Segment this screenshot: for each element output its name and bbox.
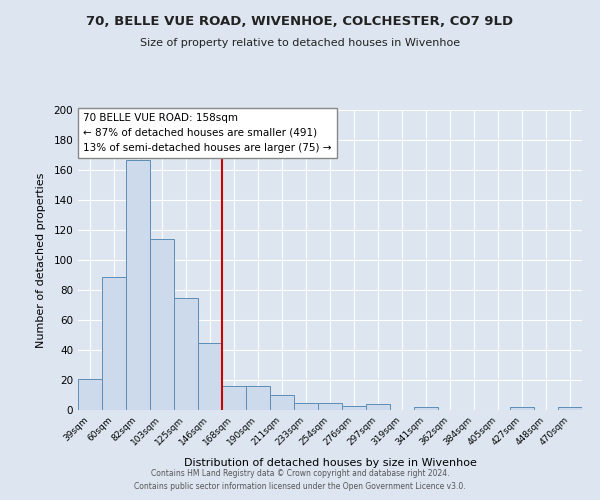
Bar (126, 160, 150, 410)
Bar (198, 342, 222, 410)
Bar (174, 298, 198, 410)
Text: Contains HM Land Registry data © Crown copyright and database right 2024.: Contains HM Land Registry data © Crown c… (151, 468, 449, 477)
Bar (102, 276, 126, 410)
Bar (414, 407, 438, 410)
Bar (270, 395, 294, 410)
Text: 70 BELLE VUE ROAD: 158sqm
← 87% of detached houses are smaller (491)
13% of semi: 70 BELLE VUE ROAD: 158sqm ← 87% of detac… (83, 113, 332, 152)
Bar (510, 407, 534, 410)
Bar (318, 402, 342, 410)
Bar (246, 386, 270, 410)
Bar (294, 402, 318, 410)
Bar (150, 239, 174, 410)
Bar (78, 378, 102, 410)
Bar (558, 407, 582, 410)
X-axis label: Distribution of detached houses by size in Wivenhoe: Distribution of detached houses by size … (184, 458, 476, 468)
Text: Contains public sector information licensed under the Open Government Licence v3: Contains public sector information licen… (134, 482, 466, 491)
Y-axis label: Number of detached properties: Number of detached properties (37, 172, 46, 348)
Bar (366, 404, 390, 410)
Bar (342, 406, 366, 410)
Text: 70, BELLE VUE ROAD, WIVENHOE, COLCHESTER, CO7 9LD: 70, BELLE VUE ROAD, WIVENHOE, COLCHESTER… (86, 15, 514, 28)
Bar (222, 386, 246, 410)
Text: Size of property relative to detached houses in Wivenhoe: Size of property relative to detached ho… (140, 38, 460, 48)
